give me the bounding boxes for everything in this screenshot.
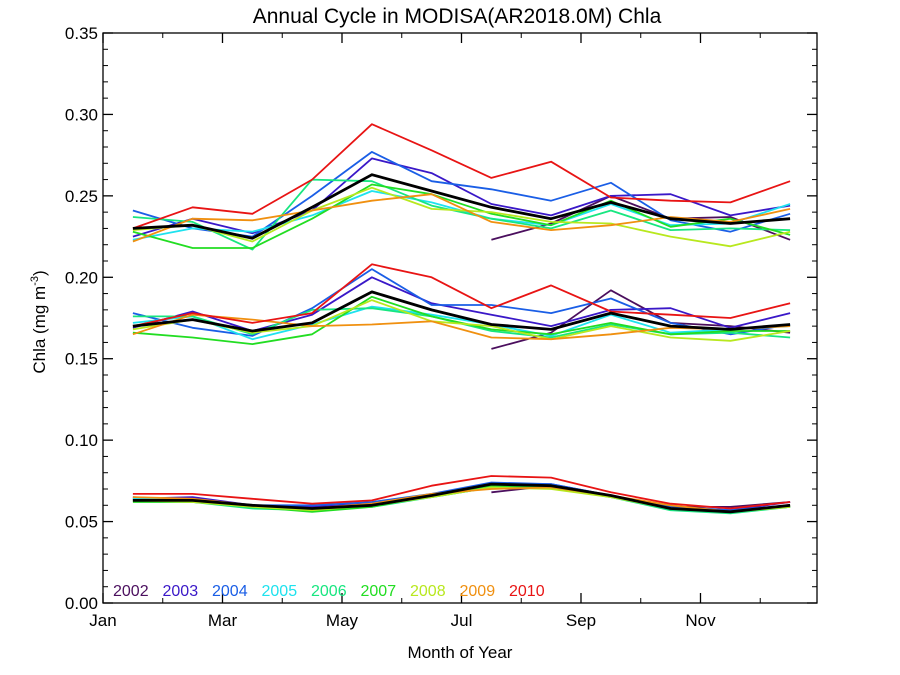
series-2009-upper-line xyxy=(132,193,791,243)
x-tick-label: Jan xyxy=(89,611,116,630)
legend-item-2002: 2002 xyxy=(113,583,149,600)
y-tick-label: 0.30 xyxy=(65,105,98,124)
series-2006-upper-line xyxy=(132,178,791,251)
series-2010-upper-line xyxy=(132,123,791,230)
x-tick-label: Nov xyxy=(685,611,716,630)
mean-upper-line xyxy=(132,173,791,240)
x-tick-label: Sep xyxy=(566,611,596,630)
y-tick-label: 0.00 xyxy=(65,594,98,613)
legend-item-2009: 2009 xyxy=(460,583,496,600)
series-2010-lower-line xyxy=(132,475,791,510)
x-tick-label: Jul xyxy=(451,611,473,630)
chart-title: Annual Cycle in MODISA(AR2018.0M) Chla xyxy=(253,5,662,28)
mean-lower-line xyxy=(132,482,791,514)
x-tick-label: May xyxy=(326,611,359,630)
legend-item-2007: 2007 xyxy=(361,583,397,600)
legend-item-2008: 2008 xyxy=(410,583,446,600)
x-axis: Jan Mar May Jul Sep Nov xyxy=(89,33,761,630)
series-2008-upper-line xyxy=(132,186,791,248)
legend-item-2010: 2010 xyxy=(509,583,545,600)
y-axis: 0.00 0.05 0.10 0.15 0.20 0.25 0.30 0.35 xyxy=(65,24,817,613)
legend: 2002 2003 2004 2005 2006 2007 2008 2009 2010 xyxy=(113,583,545,600)
y-axis-label-close: ) xyxy=(30,270,49,276)
series-lines xyxy=(132,123,791,515)
y-tick-label: 0.35 xyxy=(65,24,98,43)
y-tick-label: 0.05 xyxy=(65,513,98,532)
series-2005-middle-line xyxy=(132,305,791,341)
series-2007-upper-line xyxy=(132,183,791,249)
legend-item-2005: 2005 xyxy=(262,583,298,600)
plot-area-frame xyxy=(102,32,818,604)
y-tick-label: 0.15 xyxy=(65,350,98,369)
y-tick-label: 0.10 xyxy=(65,431,98,450)
y-tick-label: 0.25 xyxy=(65,187,98,206)
legend-item-2003: 2003 xyxy=(163,583,199,600)
y-axis-label: Chla (mg m-3) xyxy=(29,270,49,373)
series-2010-middle-line xyxy=(132,263,791,327)
legend-item-2004: 2004 xyxy=(212,583,248,600)
y-axis-label-main: Chla (mg m xyxy=(30,286,49,374)
x-axis-label: Month of Year xyxy=(408,643,513,662)
mean-middle-line xyxy=(132,290,791,333)
series-2009-middle-line xyxy=(132,313,791,341)
x-tick-label: Mar xyxy=(208,611,238,630)
y-axis-label-exponent: -3 xyxy=(29,276,41,286)
y-tick-label: 0.20 xyxy=(65,268,98,287)
legend-item-2006: 2006 xyxy=(311,583,347,600)
